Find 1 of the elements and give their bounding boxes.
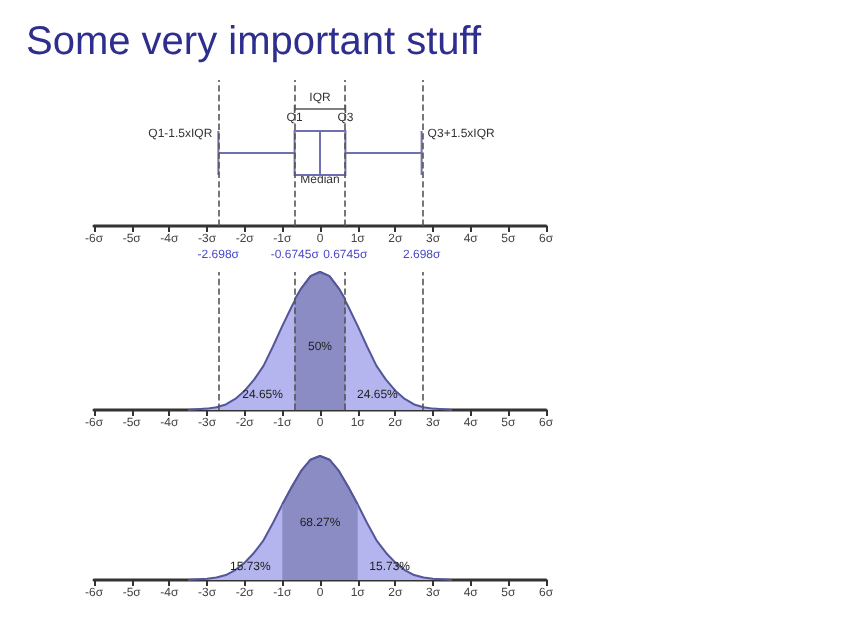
- chart-title: Some very important stuff: [26, 20, 482, 64]
